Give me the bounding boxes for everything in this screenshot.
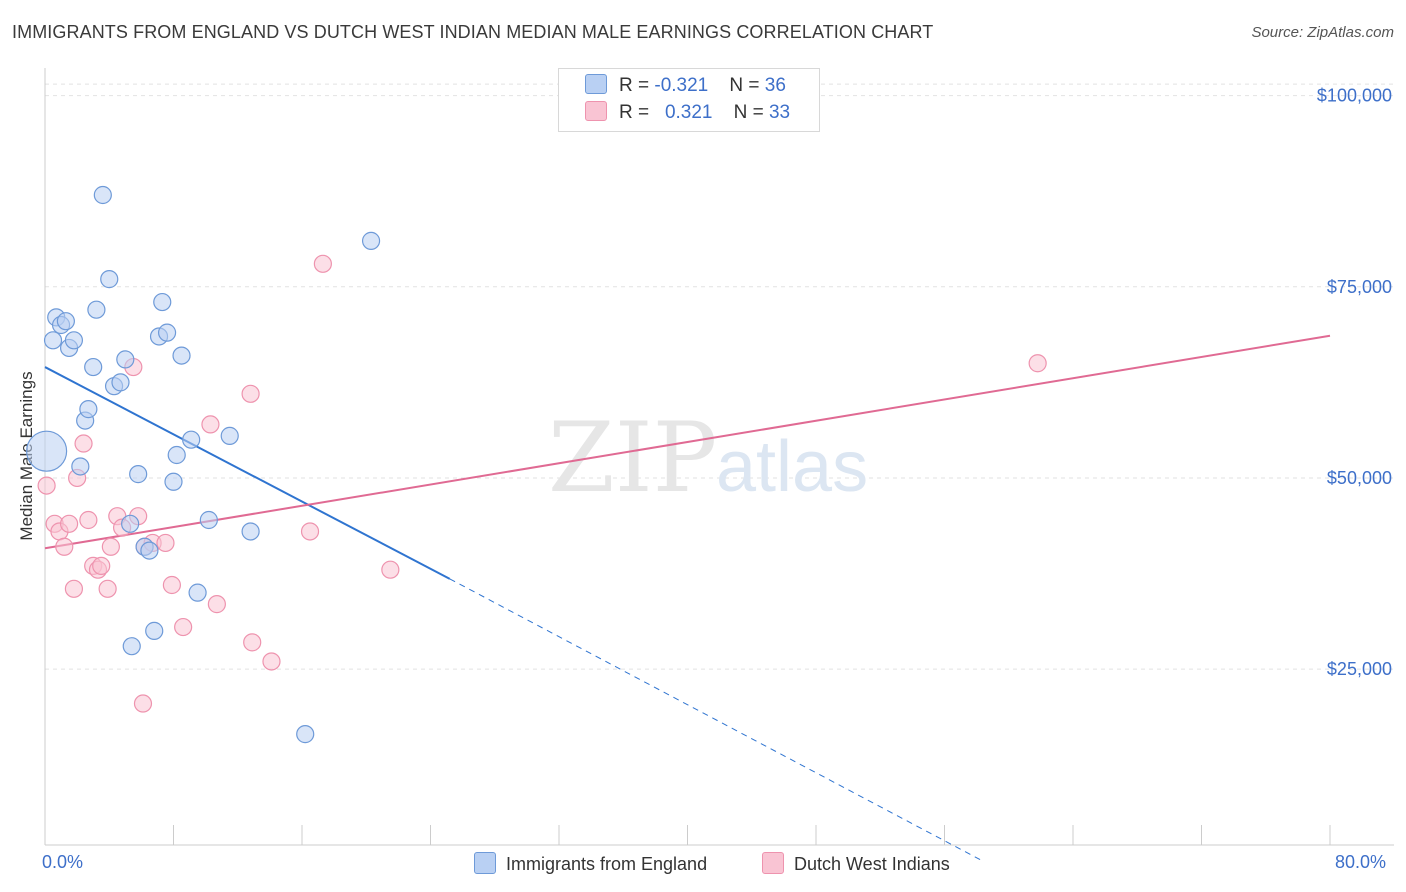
point-england (100, 270, 119, 289)
point-dutch-west-indian (313, 254, 332, 273)
trend-lines (44, 334, 1331, 861)
point-england (167, 445, 186, 465)
legend-r-value: -0.321 (654, 75, 709, 96)
point-dutch-west-indian (79, 510, 98, 530)
legend-r-label: R = (619, 102, 655, 123)
point-england (172, 346, 191, 365)
point-dutch-west-indian (74, 434, 93, 453)
point-england (145, 621, 164, 640)
legend-row-dutch-west-indian: R = 0.321 N = 33 (585, 101, 790, 127)
legend-item-england: Immigrants from England (474, 852, 707, 875)
trend-line-dutch-west-indian (44, 334, 1331, 550)
point-dutch-west-indian (59, 514, 79, 533)
point-england (121, 514, 140, 533)
legend-swatch-blue (585, 74, 607, 94)
point-dutch-west-indian (162, 575, 181, 595)
legend-row-england: R = -0.321 N = 36 (585, 74, 786, 100)
y-tick-label: $100,000 (1317, 86, 1392, 106)
point-dutch-west-indian (133, 694, 153, 713)
trend-line-england (44, 366, 451, 580)
point-england (116, 350, 135, 369)
point-dutch-west-indian (98, 579, 117, 598)
x-axis-max-label: 80.0% (1335, 852, 1387, 872)
legend-swatch-pink (585, 101, 607, 121)
grid-layer (45, 83, 1394, 670)
point-england (182, 430, 201, 449)
point-dutch-west-indian (37, 476, 56, 495)
point-england (241, 522, 260, 541)
point-england (64, 331, 84, 350)
point-england (129, 465, 148, 484)
legend-n-value: 33 (768, 102, 791, 123)
x-axis-min-label: 0.0% (42, 852, 84, 872)
point-dutch-west-indian (1028, 354, 1047, 373)
point-dutch-west-indian (243, 633, 262, 652)
point-england (153, 292, 172, 312)
point-dutch-west-indian (201, 415, 220, 434)
legend-n-value: 36 (764, 75, 786, 96)
point-england (43, 331, 63, 350)
point-dutch-west-indian (55, 537, 74, 556)
y-tick-labels: $25,000 $50,000 $75,000 $100,000 (1317, 86, 1392, 680)
legend-swatch-blue (474, 852, 496, 874)
data-points (26, 185, 1047, 744)
legend-r-label: R = (619, 75, 655, 96)
point-dutch-west-indian (262, 652, 281, 671)
stats-legend: R = -0.321 N = 36 R = 0.321 N = 33 (558, 68, 820, 132)
trend-line-england-extrapolated (449, 578, 982, 861)
point-england (361, 231, 381, 250)
legend-n-label: N = (733, 102, 769, 123)
point-dutch-west-indian (92, 556, 111, 575)
point-dutch-west-indian (101, 537, 120, 556)
legend-label-dutch-west-indian: Dutch West Indians (794, 854, 950, 874)
point-england (157, 323, 177, 342)
point-dutch-west-indian (174, 617, 193, 637)
point-dutch-west-indian (241, 384, 260, 403)
point-england (84, 357, 103, 377)
legend-r-value: 0.321 (664, 102, 713, 123)
axes-layer (44, 68, 1394, 846)
watermark-zip: ZIP (548, 402, 717, 514)
y-tick-label: $75,000 (1327, 277, 1392, 297)
point-england (220, 426, 239, 445)
point-england (26, 430, 68, 472)
point-england (122, 637, 141, 656)
y-tick-label: $25,000 (1327, 659, 1392, 679)
point-england (199, 510, 218, 530)
point-dutch-west-indian (207, 595, 226, 614)
point-dutch-west-indian (300, 522, 320, 541)
point-england (111, 373, 130, 392)
point-england (140, 541, 159, 560)
point-england (56, 312, 75, 331)
point-england (71, 457, 90, 476)
point-dutch-west-indian (64, 579, 84, 598)
y-tick-label: $50,000 (1327, 468, 1392, 488)
point-england (164, 472, 183, 491)
point-england (87, 300, 106, 319)
watermark-atlas: atlas (716, 427, 868, 507)
legend-n-label: N = (729, 75, 765, 96)
legend-item-dutch-west-indian: Dutch West Indians (762, 852, 950, 875)
point-england (93, 185, 112, 205)
point-england (79, 400, 98, 419)
point-dutch-west-indian (381, 560, 400, 579)
point-england (296, 725, 315, 744)
point-dutch-west-indian (156, 533, 175, 553)
chart-title: IMMIGRANTS FROM ENGLAND VS DUTCH WEST IN… (12, 22, 934, 42)
legend-label-england: Immigrants from England (506, 854, 708, 874)
chart-source: Source: ZipAtlas.com (1251, 24, 1394, 41)
legend-swatch-pink (762, 852, 784, 874)
point-england (188, 583, 207, 602)
